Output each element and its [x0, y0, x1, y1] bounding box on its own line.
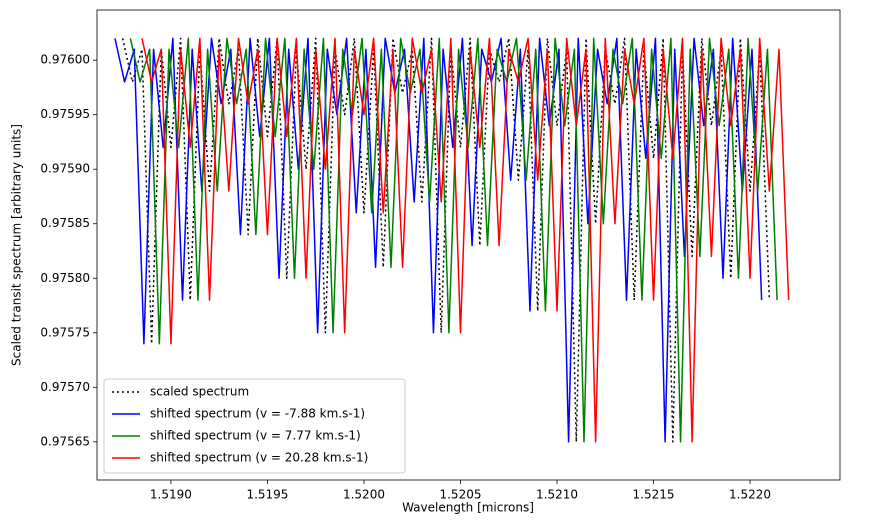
legend: scaled spectrum shifted spectrum (v = -7.… [103, 378, 406, 474]
y-tick-label: 0.97600 [40, 53, 90, 67]
legend-label: shifted spectrum (v = 7.77 km.s-1) [150, 429, 361, 443]
legend-label: shifted spectrum (v = -7.88 km.s-1) [150, 407, 365, 421]
y-tick-label: 0.97590 [40, 162, 90, 176]
x-tick-label: 1.5215 [633, 488, 675, 502]
x-tick-label: 1.5200 [343, 488, 385, 502]
x-tick-label: 1.5220 [729, 488, 771, 502]
legend-label: scaled spectrum [150, 385, 249, 399]
y-tick-label: 0.97595 [40, 107, 90, 121]
x-tick-label: 1.5195 [246, 488, 288, 502]
spectrum-line [129, 37, 778, 443]
y-tick-label: 0.97580 [40, 271, 90, 285]
spectrum-line [141, 37, 790, 443]
x-tick-label: 1.5205 [439, 488, 481, 502]
y-tick-label: 0.97565 [40, 434, 90, 448]
y-tick-label: 0.97570 [40, 380, 90, 394]
x-tick-label: 1.5190 [150, 488, 192, 502]
legend-label: shifted spectrum (v = 20.28 km.s-1) [150, 451, 368, 465]
x-axis-label: Wavelength [microns] [402, 501, 534, 515]
legend-box [103, 378, 406, 474]
spectrum-line [121, 37, 771, 443]
y-axis-label: Scaled transit spectrum [arbitrary units… [10, 124, 24, 366]
plot-frame [96, 9, 841, 481]
y-tick-label: 0.97575 [40, 325, 90, 339]
y-tick-label: 0.97585 [40, 216, 90, 230]
x-tick-label: 1.5210 [536, 488, 578, 502]
